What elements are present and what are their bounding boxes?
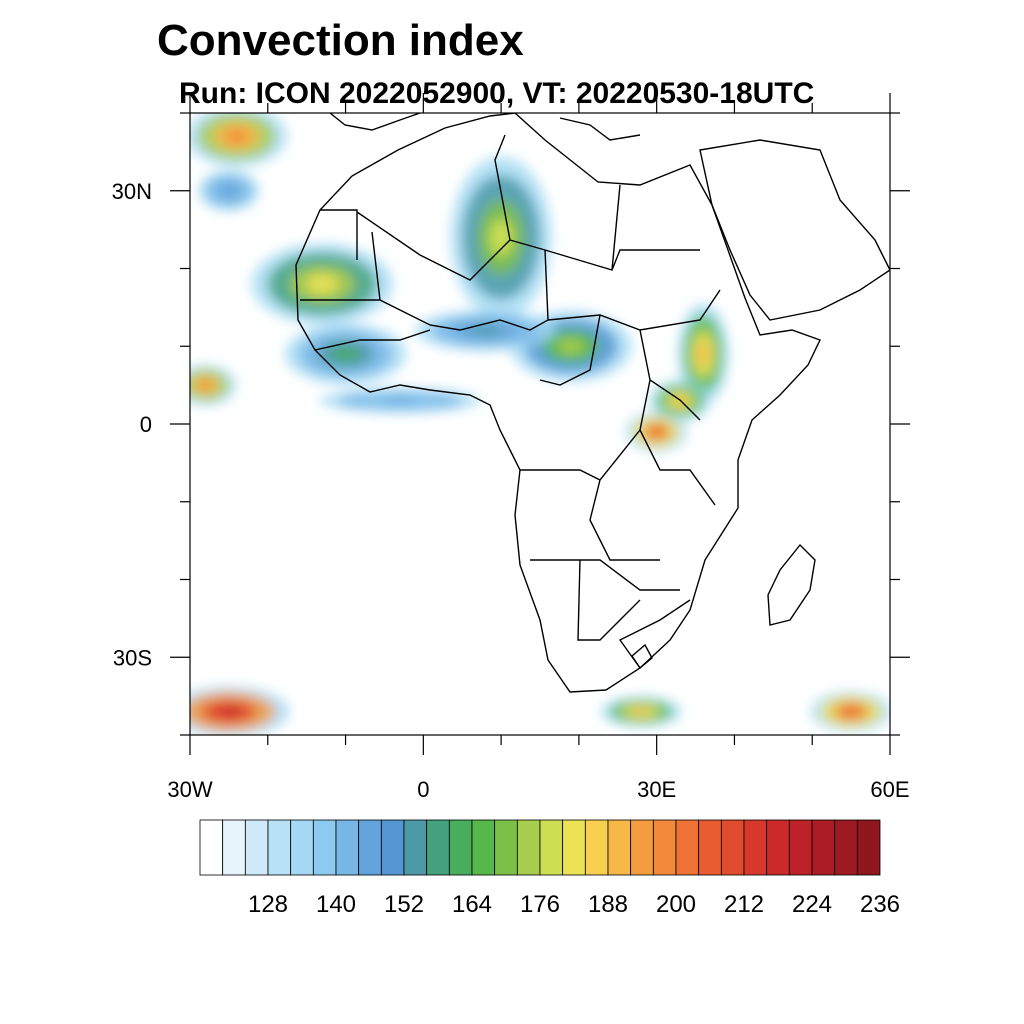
colorbar-label: 128 [248,891,288,918]
colorbar-label: 200 [656,891,696,918]
colorbar-label: 212 [724,891,764,918]
colorbar-swatch [698,819,722,876]
convection-field [190,113,890,735]
convection-cell [450,156,552,319]
axis-tick-labels: 30N 0 30S 30W 0 30E 60E [112,179,910,802]
lesotho-outline [631,643,653,670]
country-borders [300,134,721,669]
convection-cell [626,411,688,452]
convection-cell [810,691,890,732]
convection-cell [319,388,481,413]
lon-tick-label: 60E [870,777,909,802]
lat-tick-label: 30S [113,645,152,670]
convection-cell [284,323,407,385]
colorbar-swatch [290,819,314,876]
lon-tick-label: 30W [167,777,212,802]
colorbar-label: 176 [520,891,560,918]
lat-tick-label: 30N [112,179,152,204]
colorbar-swatch [426,819,450,876]
map-title: Convection index [157,16,524,65]
map-subtitle: Run: ICON 2022052900, VT: 20220530-18UTC [179,77,814,110]
colorbar-swatch [403,819,428,876]
convection-cell [510,310,632,382]
convection-cell [190,364,236,406]
colorbar-swatch [471,819,496,876]
colorbar-swatch [335,819,360,876]
convection-cell [190,686,290,735]
colorbar-labels: 128 140 152 164 176 188 200 212 224 236 [248,891,900,918]
madagascar-coastline [767,543,816,626]
colorbar-swatch [743,819,768,876]
colorbar-swatch [199,819,224,876]
lat-tick-label: 0 [140,412,152,437]
colorbar-swatch [312,819,337,876]
colorbar-swatch [630,819,654,876]
colorbar-swatch [494,819,518,876]
colorbar-swatch [244,819,269,876]
colorbar-label: 236 [860,891,900,918]
colorbar-swatch [834,819,858,876]
colorbar-swatch [448,819,473,876]
colorbar-label: 188 [588,891,628,918]
coastlines-and-borders [295,113,890,693]
colorbar-swatch [516,819,541,876]
colorbar-swatch [267,819,292,876]
colorbar-swatch [856,819,881,876]
colorbar-label: 140 [316,891,356,918]
convection-cell [251,243,393,325]
colorbar-swatch [720,819,745,876]
lon-tick-label: 30E [637,777,676,802]
colorbar-label: 152 [384,891,424,918]
colorbar-label: 164 [452,891,492,918]
convection-cell [198,170,260,211]
africa-coastline [295,113,821,693]
colorbar-swatch [788,819,813,876]
convection-cell [600,696,682,727]
colorbar-swatch [811,819,836,876]
colorbar-swatch [222,819,246,876]
colorbar-swatch [607,819,632,876]
colorbar-swatch [652,819,677,876]
colorbar-swatch [380,819,405,876]
colorbar-swatch [675,819,700,876]
mediterranean-islands [559,117,641,141]
colorbar-swatch [562,819,586,876]
map-axes [170,93,910,755]
convection-cell [414,310,557,351]
colorbar-swatch [539,819,564,876]
lon-tick-label: 0 [417,777,429,802]
colorbar-swatch [766,819,790,876]
colorbar [199,819,881,876]
europe-coastline [329,113,421,131]
arabia-coastline [699,139,890,321]
colorbar-swatch [584,819,609,876]
convection-cell [678,303,729,405]
colorbar-swatch [358,819,382,876]
convection-cell [190,113,288,167]
colorbar-label: 224 [792,891,832,918]
